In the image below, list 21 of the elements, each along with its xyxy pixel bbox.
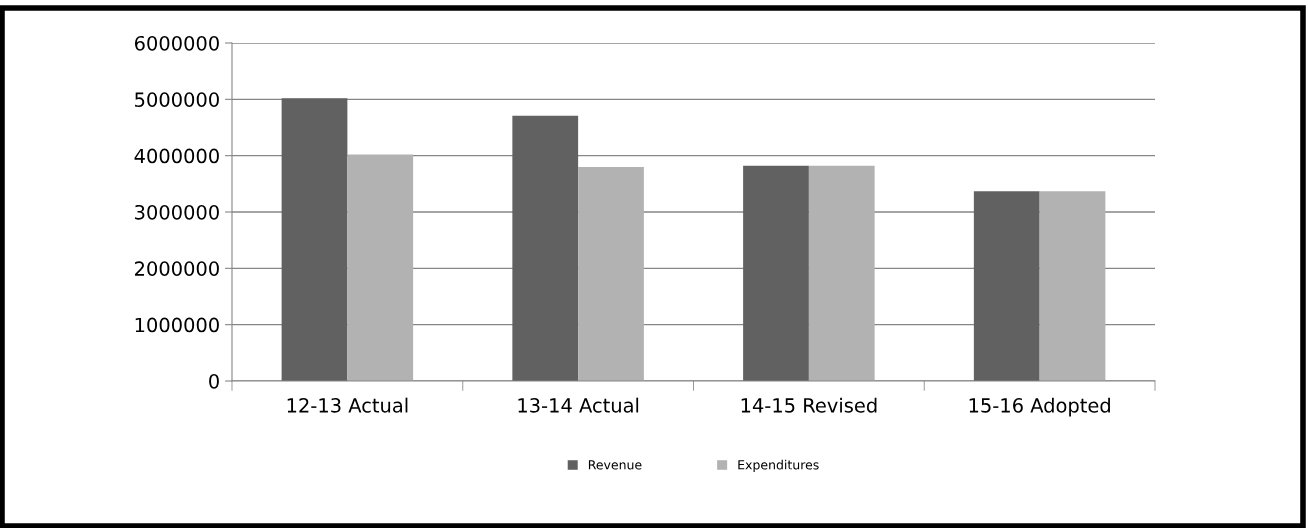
y-tick-label: 6000000	[134, 35, 219, 51]
y-tick-label: 5000000	[135, 92, 219, 107]
y-tick-label: 1000000	[135, 317, 219, 333]
x-tick-label: 15-16 Adopted	[969, 397, 1110, 417]
bar	[1039, 191, 1106, 381]
x-tick-label: 13-14 Actual	[518, 397, 639, 413]
x-tick-label: 14-15 Revised	[741, 397, 877, 413]
bar	[347, 154, 414, 381]
legend-label: Expenditures	[738, 459, 819, 472]
bar	[578, 166, 644, 381]
y-tick-label: 4000000	[134, 148, 219, 164]
bar	[973, 191, 1040, 381]
x-tick-label: 12-13 Actual	[287, 397, 408, 413]
y-tick-label: 2000000	[135, 261, 219, 276]
bar	[743, 165, 809, 381]
y-tick-label: 3000000	[135, 204, 219, 220]
bar	[808, 165, 875, 381]
bar	[281, 98, 348, 381]
bar	[512, 115, 579, 381]
y-tick-label: 0	[209, 373, 219, 389]
legend-label: Revenue	[588, 460, 642, 470]
